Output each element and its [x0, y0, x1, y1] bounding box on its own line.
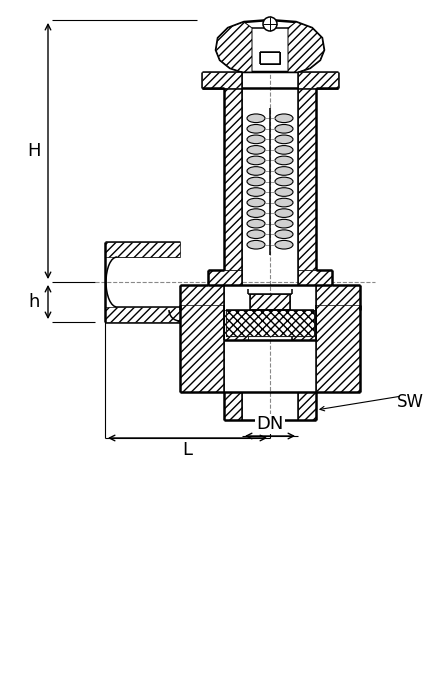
Bar — [316, 285, 360, 310]
Text: h: h — [28, 293, 40, 311]
Bar — [298, 270, 332, 285]
Ellipse shape — [247, 177, 265, 186]
Bar — [105, 242, 180, 257]
Text: L: L — [183, 441, 193, 459]
Ellipse shape — [247, 198, 265, 207]
Circle shape — [263, 17, 277, 31]
Text: SW: SW — [396, 393, 423, 411]
Bar — [208, 270, 242, 285]
Ellipse shape — [275, 188, 293, 197]
Bar — [226, 310, 314, 336]
Polygon shape — [288, 22, 324, 72]
Ellipse shape — [275, 146, 293, 154]
Bar — [224, 88, 242, 270]
Bar — [202, 72, 242, 88]
Ellipse shape — [247, 209, 265, 218]
Ellipse shape — [275, 230, 293, 239]
Ellipse shape — [275, 125, 293, 133]
Polygon shape — [216, 20, 324, 72]
Bar — [250, 294, 290, 310]
Ellipse shape — [275, 114, 293, 122]
Ellipse shape — [275, 198, 293, 207]
Ellipse shape — [247, 230, 265, 239]
Bar — [292, 310, 316, 340]
Ellipse shape — [247, 125, 265, 133]
Bar — [316, 305, 360, 392]
Bar — [298, 392, 316, 420]
Ellipse shape — [247, 188, 265, 197]
Text: H: H — [27, 142, 41, 160]
Ellipse shape — [247, 167, 265, 175]
Bar — [180, 305, 224, 392]
Ellipse shape — [247, 114, 265, 122]
Text: DN: DN — [256, 415, 284, 433]
Bar — [105, 307, 180, 322]
Bar — [224, 310, 248, 340]
Bar — [224, 392, 242, 420]
Polygon shape — [216, 22, 252, 72]
Ellipse shape — [275, 167, 293, 175]
Bar — [180, 285, 224, 310]
Ellipse shape — [275, 156, 293, 164]
Ellipse shape — [275, 240, 293, 249]
Bar — [298, 72, 338, 88]
Ellipse shape — [247, 240, 265, 249]
Bar — [298, 88, 316, 270]
Ellipse shape — [247, 219, 265, 228]
Ellipse shape — [247, 156, 265, 164]
Ellipse shape — [275, 135, 293, 143]
Bar — [226, 310, 314, 336]
Ellipse shape — [247, 146, 265, 154]
Ellipse shape — [275, 219, 293, 228]
Bar — [260, 52, 280, 64]
Ellipse shape — [247, 135, 265, 143]
Ellipse shape — [275, 209, 293, 218]
Ellipse shape — [275, 177, 293, 186]
